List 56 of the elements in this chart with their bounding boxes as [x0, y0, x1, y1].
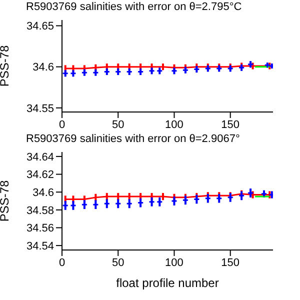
point	[238, 192, 245, 199]
point	[148, 198, 156, 206]
x-tick-label: 50	[112, 256, 124, 269]
chart-title: R5903769 salinities with error on θ=2.795°C	[25, 0, 243, 14]
point	[62, 202, 69, 209]
point	[156, 68, 163, 74]
y-tick-label: 34.65	[26, 20, 54, 33]
point	[238, 64, 245, 71]
x-axis-title: float profile number	[116, 276, 219, 290]
y-tick-label: 34.6	[32, 62, 54, 74]
point	[137, 200, 144, 206]
y-tick-label: 34.58	[26, 204, 54, 217]
point	[204, 65, 212, 72]
y-tick-label: 34.56	[26, 222, 54, 235]
x-tick-label: 150	[221, 118, 240, 131]
point	[104, 68, 110, 75]
y-axis-title: PSS-78	[0, 180, 12, 222]
y-tick-label: 34.6	[32, 186, 54, 199]
point	[137, 68, 144, 75]
x-tick-label: 0	[58, 256, 66, 269]
point	[182, 66, 189, 74]
point	[216, 195, 222, 202]
point	[247, 61, 254, 68]
point	[204, 195, 212, 202]
chart-title: R5903769 salinities with error on θ=2.9067°	[25, 132, 241, 146]
x-tick-label: 150	[221, 256, 240, 269]
y-axis-title: PSS-78	[0, 45, 12, 87]
point	[216, 65, 222, 72]
point	[70, 202, 76, 209]
y-tick-label: 34.55	[26, 102, 54, 115]
point	[126, 68, 133, 75]
point	[104, 200, 110, 207]
point	[92, 69, 99, 76]
point	[156, 198, 163, 206]
x-tick-label: 100	[165, 256, 184, 269]
x-tick-label: 50	[112, 118, 124, 131]
point	[227, 194, 234, 201]
point	[247, 190, 254, 196]
point	[193, 196, 200, 202]
y-tick-label: 34.62	[26, 169, 54, 182]
point	[260, 190, 268, 198]
point	[182, 196, 189, 204]
point	[92, 201, 99, 208]
point	[81, 201, 88, 208]
x-tick-label: 100	[165, 118, 184, 131]
point	[148, 68, 156, 74]
point	[227, 65, 234, 72]
point	[126, 200, 133, 207]
point	[114, 68, 122, 75]
point	[193, 66, 200, 73]
y-tick-label: 34.54	[26, 240, 54, 252]
y-tick-label: 34.64	[26, 151, 54, 164]
x-tick-label: 0	[58, 118, 66, 131]
point	[114, 200, 122, 207]
point	[62, 70, 69, 77]
point	[81, 69, 88, 76]
